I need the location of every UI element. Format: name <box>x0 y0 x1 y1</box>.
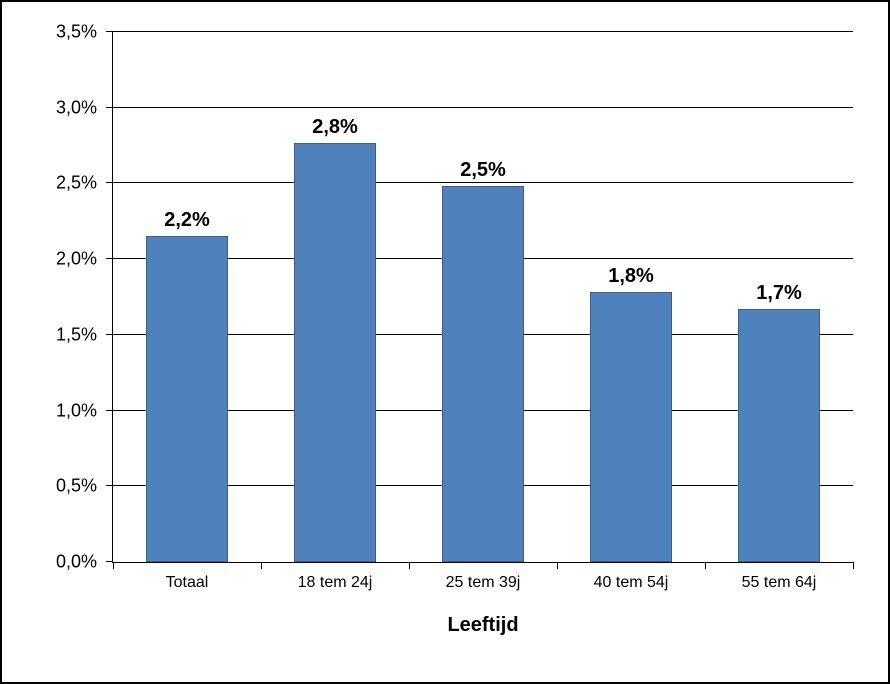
gridline <box>113 182 853 183</box>
bar-value-label: 1,7% <box>756 282 802 305</box>
x-axis-title: Leeftijd <box>447 614 518 637</box>
x-tick-label: 55 tem 64j <box>742 574 817 592</box>
chart-frame: Percentage Leeftijd 0,0%0,5%1,0%1,5%2,0%… <box>0 0 890 684</box>
y-tick-label: 3,0% <box>56 97 113 118</box>
x-tick-mark <box>853 562 854 569</box>
bar <box>294 143 375 562</box>
y-tick-label: 3,5% <box>56 22 113 43</box>
bar-value-label: 1,8% <box>608 265 654 288</box>
bar <box>442 186 523 562</box>
y-tick-label: 1,0% <box>56 400 113 421</box>
bar-value-label: 2,2% <box>164 209 210 232</box>
plot-area: Percentage Leeftijd 0,0%0,5%1,0%1,5%2,0%… <box>112 32 853 563</box>
y-tick-label: 1,5% <box>56 324 113 345</box>
y-tick-label: 2,0% <box>56 249 113 270</box>
y-tick-label: 0,5% <box>56 476 113 497</box>
x-tick-label: Totaal <box>166 574 209 592</box>
x-tick-label: 25 tem 39j <box>446 574 521 592</box>
bar-value-label: 2,8% <box>312 116 358 139</box>
bar <box>738 309 819 562</box>
x-tick-label: 18 tem 24j <box>298 574 373 592</box>
x-tick-mark <box>705 562 706 569</box>
x-tick-mark <box>261 562 262 569</box>
y-tick-label: 2,5% <box>56 173 113 194</box>
bar <box>590 292 671 562</box>
gridline <box>113 107 853 108</box>
gridline <box>113 31 853 32</box>
x-tick-mark <box>409 562 410 569</box>
bar-value-label: 2,5% <box>460 159 506 182</box>
x-tick-mark <box>113 562 114 569</box>
x-tick-mark <box>557 562 558 569</box>
y-tick-label: 0,0% <box>56 552 113 573</box>
x-tick-label: 40 tem 54j <box>594 574 669 592</box>
bar <box>146 236 227 562</box>
